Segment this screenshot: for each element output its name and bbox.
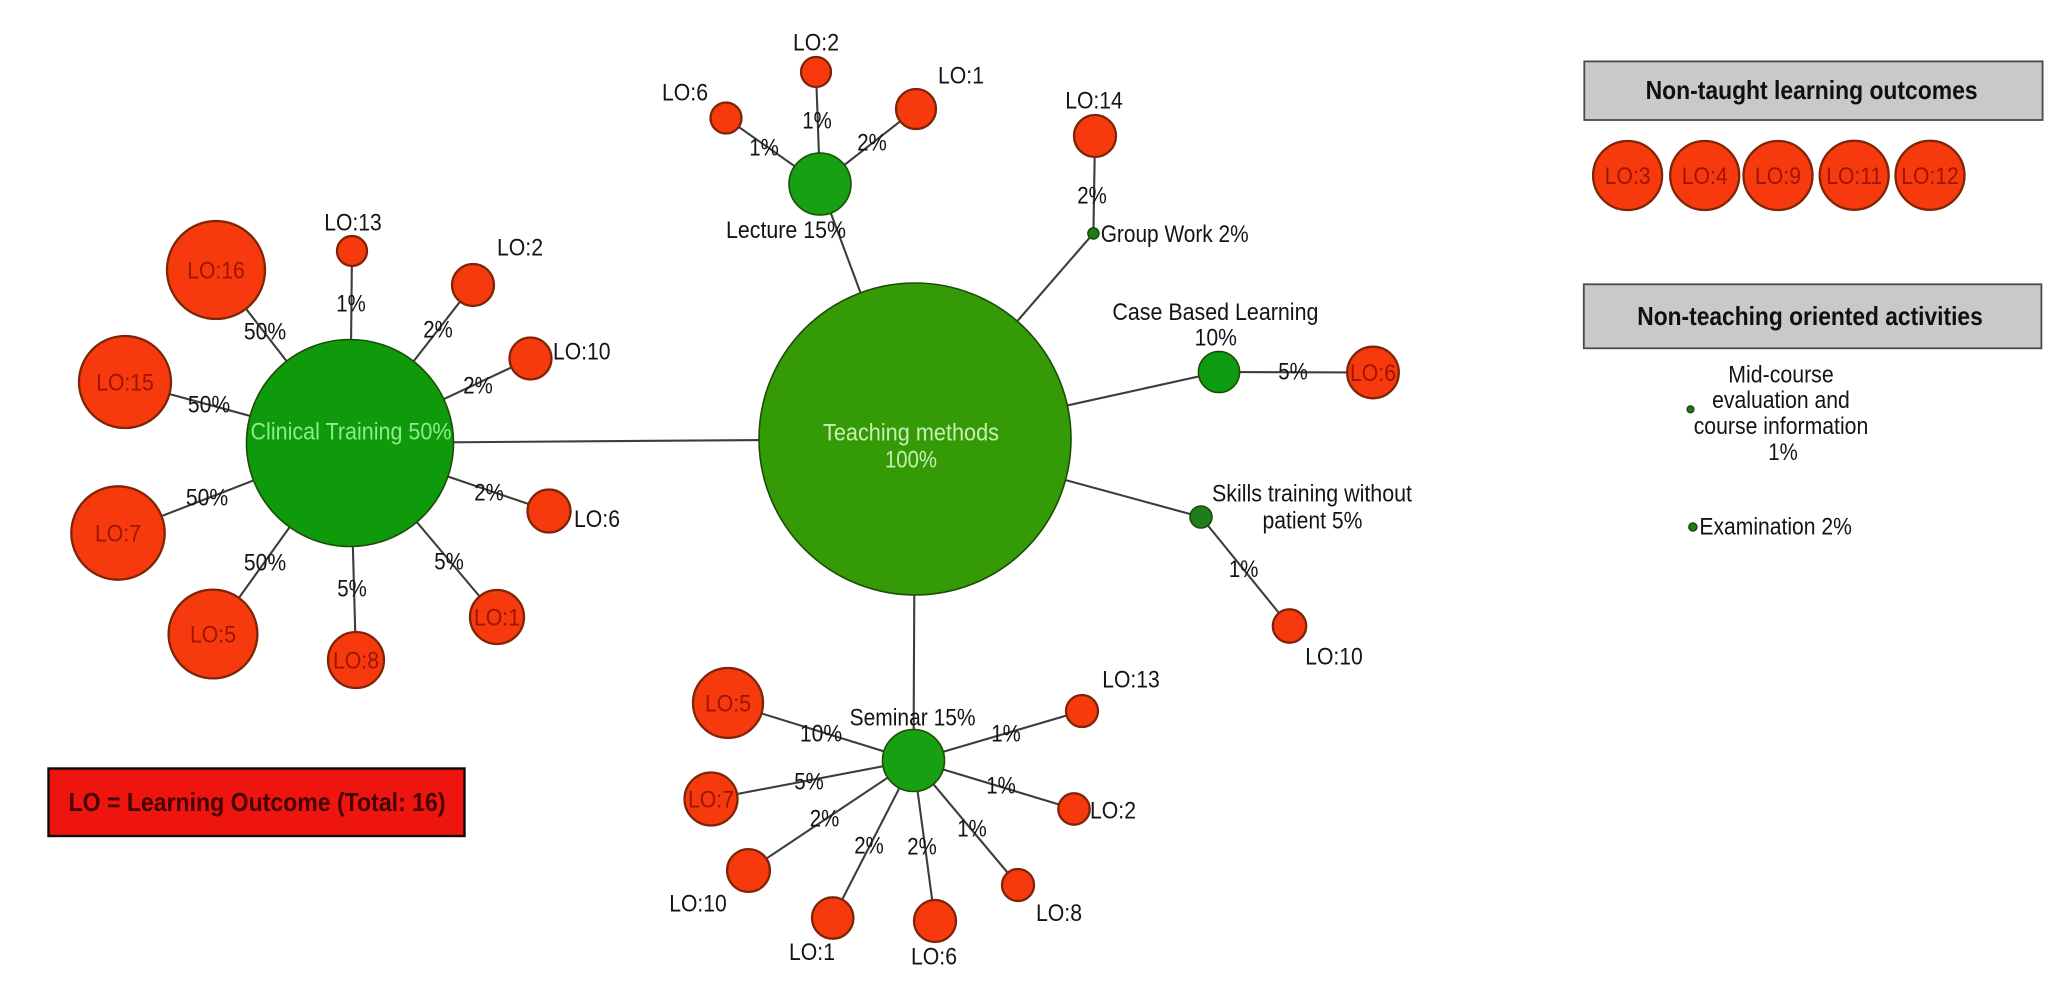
svg-text:LO:6: LO:6 [1350, 360, 1396, 387]
svg-text:10%: 10% [800, 721, 842, 748]
svg-text:LO:11: LO:11 [1826, 163, 1882, 190]
svg-text:Lecture 15%: Lecture 15% [726, 217, 846, 244]
svg-text:LO:9: LO:9 [1755, 163, 1801, 190]
svg-text:50%: 50% [244, 550, 286, 577]
svg-text:LO:2: LO:2 [497, 235, 543, 262]
svg-text:LO:6: LO:6 [574, 506, 620, 533]
svg-text:Mid-course: Mid-course [1728, 361, 1833, 388]
svg-text:1%: 1% [749, 135, 779, 162]
svg-text:2%: 2% [857, 130, 887, 157]
svg-text:LO:12: LO:12 [1901, 163, 1959, 190]
svg-text:2%: 2% [1077, 183, 1107, 210]
svg-text:1%: 1% [1229, 556, 1259, 583]
svg-text:Clinical Training 50%: Clinical Training 50% [251, 419, 452, 446]
svg-text:100%: 100% [885, 447, 937, 474]
svg-text:Teaching methods: Teaching methods [823, 420, 999, 447]
svg-text:LO:8: LO:8 [333, 648, 379, 675]
svg-text:10%: 10% [1195, 325, 1237, 352]
svg-text:LO:5: LO:5 [190, 622, 236, 649]
svg-text:LO:10: LO:10 [1305, 644, 1363, 671]
svg-text:1%: 1% [336, 291, 366, 318]
svg-text:LO:8: LO:8 [1036, 900, 1082, 927]
svg-text:LO:2: LO:2 [1090, 798, 1136, 825]
svg-text:Examination 2%: Examination 2% [1699, 514, 1852, 541]
svg-text:50%: 50% [244, 319, 286, 346]
svg-text:LO:2: LO:2 [793, 30, 839, 57]
svg-text:5%: 5% [337, 576, 367, 603]
svg-text:LO:1: LO:1 [789, 939, 835, 966]
svg-text:5%: 5% [794, 769, 824, 796]
svg-text:Non-taught learning outcomes: Non-taught learning outcomes [1646, 75, 1978, 105]
svg-text:1%: 1% [1768, 439, 1798, 466]
svg-text:1%: 1% [991, 721, 1021, 748]
svg-text:LO:1: LO:1 [938, 63, 984, 90]
svg-text:LO = Learning Outcome (Total:: LO = Learning Outcome (Total: 16) [69, 787, 446, 817]
svg-text:LO:10: LO:10 [669, 891, 727, 918]
svg-text:LO:13: LO:13 [1102, 667, 1160, 694]
svg-text:50%: 50% [186, 485, 228, 512]
svg-text:LO:14: LO:14 [1065, 88, 1123, 115]
svg-text:2%: 2% [810, 806, 840, 833]
svg-text:1%: 1% [957, 816, 987, 843]
svg-text:LO:4: LO:4 [1682, 163, 1728, 190]
svg-text:LO:7: LO:7 [688, 787, 734, 814]
svg-text:2%: 2% [907, 834, 937, 861]
svg-text:course information: course information [1694, 413, 1869, 440]
svg-text:2%: 2% [854, 833, 884, 860]
svg-text:Group Work 2%: Group Work 2% [1101, 221, 1249, 248]
svg-text:LO:1: LO:1 [474, 605, 520, 632]
svg-text:LO:7: LO:7 [95, 521, 141, 548]
svg-text:1%: 1% [802, 108, 832, 135]
svg-text:5%: 5% [434, 549, 464, 576]
svg-text:Non-teaching oriented activiti: Non-teaching oriented activities [1637, 301, 1983, 331]
svg-text:LO:16: LO:16 [187, 258, 245, 285]
svg-text:LO:5: LO:5 [705, 691, 751, 718]
svg-text:5%: 5% [1278, 359, 1308, 386]
svg-text:Seminar 15%: Seminar 15% [850, 705, 976, 732]
svg-text:LO:10: LO:10 [553, 339, 611, 366]
svg-text:LO:3: LO:3 [1605, 163, 1651, 190]
svg-text:LO:15: LO:15 [96, 370, 154, 397]
svg-text:50%: 50% [188, 392, 230, 419]
svg-text:evaluation and: evaluation and [1712, 387, 1850, 414]
svg-text:1%: 1% [986, 773, 1016, 800]
svg-text:LO:6: LO:6 [911, 944, 957, 971]
svg-text:patient 5%: patient 5% [1263, 508, 1363, 535]
svg-text:2%: 2% [474, 480, 504, 507]
svg-text:Skills training without: Skills training without [1212, 481, 1412, 508]
svg-text:LO:6: LO:6 [662, 80, 708, 107]
svg-text:2%: 2% [423, 317, 453, 344]
svg-text:Case Based Learning: Case Based Learning [1112, 299, 1318, 326]
svg-text:LO:13: LO:13 [324, 210, 382, 237]
svg-text:2%: 2% [463, 373, 493, 400]
